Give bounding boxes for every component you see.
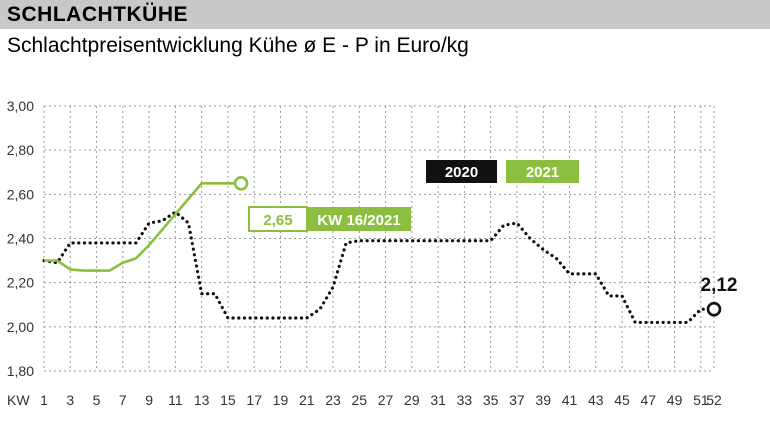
x-tick-label: 43 bbox=[588, 392, 604, 408]
callout-value: 2,65 bbox=[263, 212, 292, 229]
callout-week-box bbox=[307, 207, 411, 231]
x-tick-label: 49 bbox=[667, 392, 683, 408]
chart-subtitle: Schlachtpreisentwicklung Kühe ø E - P in… bbox=[7, 34, 469, 57]
y-tick-label: 2,00 bbox=[7, 319, 34, 335]
x-tick-label: 41 bbox=[562, 392, 578, 408]
series-2020-end-marker bbox=[706, 301, 722, 317]
legend-swatch-2020 bbox=[426, 160, 497, 183]
x-tick-label: 25 bbox=[352, 392, 368, 408]
legend: 2020 2021 bbox=[426, 160, 579, 183]
x-tick-label: 52 bbox=[706, 392, 722, 408]
callout-week: KW 16/2021 bbox=[317, 212, 400, 229]
x-tick-label: 47 bbox=[641, 392, 657, 408]
y-tick-label: 2,80 bbox=[7, 142, 34, 158]
current-value-callout: 2,65 KW 16/2021 bbox=[248, 206, 411, 232]
chart-category-title: SCHLACHTKÜHE bbox=[7, 3, 188, 26]
x-tick-label: 19 bbox=[273, 392, 289, 408]
legend-label-2021: 2021 bbox=[526, 164, 559, 181]
x-tick-label: 39 bbox=[535, 392, 551, 408]
x-tick-label: 37 bbox=[509, 392, 525, 408]
series-2021-end-marker bbox=[233, 175, 249, 191]
x-tick-label: 17 bbox=[246, 392, 262, 408]
grid-layer bbox=[43, 105, 715, 372]
x-tick-label: 23 bbox=[325, 392, 341, 408]
legend-swatch-2021 bbox=[506, 160, 579, 183]
legend-label-2020: 2020 bbox=[445, 164, 478, 181]
x-tick-label: 35 bbox=[483, 392, 499, 408]
y-tick-label: 2,60 bbox=[7, 186, 34, 202]
header-bar bbox=[0, 0, 770, 29]
x-tick-label: 15 bbox=[220, 392, 236, 408]
axis-layer: 1,802,002,202,402,602,803,001 3 5 7 9 11 13 15 1… bbox=[7, 98, 722, 408]
x-tick-label: 33 bbox=[457, 392, 473, 408]
x-tick-label: 1 bbox=[40, 392, 48, 408]
x-tick-label: 29 bbox=[404, 392, 420, 408]
y-tick-label: 3,00 bbox=[7, 98, 34, 114]
y-tick-label: 2,40 bbox=[7, 231, 34, 247]
x-tick-label: 13 bbox=[194, 392, 210, 408]
x-axis-label: KW bbox=[7, 392, 30, 408]
y-tick-label: 2,20 bbox=[7, 275, 34, 291]
y-tick-label: 1,80 bbox=[7, 363, 34, 379]
x-tick-label: 9 bbox=[145, 392, 153, 408]
x-tick-label: 27 bbox=[378, 392, 394, 408]
x-tick-label: 3 bbox=[66, 392, 74, 408]
end-value-label-2020: 2,12 bbox=[701, 275, 738, 296]
x-tick-label: 5 bbox=[93, 392, 101, 408]
x-tick-label: 31 bbox=[430, 392, 446, 408]
x-tick-label: 7 bbox=[119, 392, 127, 408]
x-tick-label: 11 bbox=[168, 392, 183, 408]
series-layer bbox=[42, 175, 722, 325]
x-tick-label: 21 bbox=[299, 392, 315, 408]
x-tick-label: 45 bbox=[614, 392, 630, 408]
series-2021-line bbox=[44, 181, 242, 272]
x-tick-label: 51 bbox=[693, 392, 709, 408]
series-2020-line bbox=[42, 210, 716, 325]
